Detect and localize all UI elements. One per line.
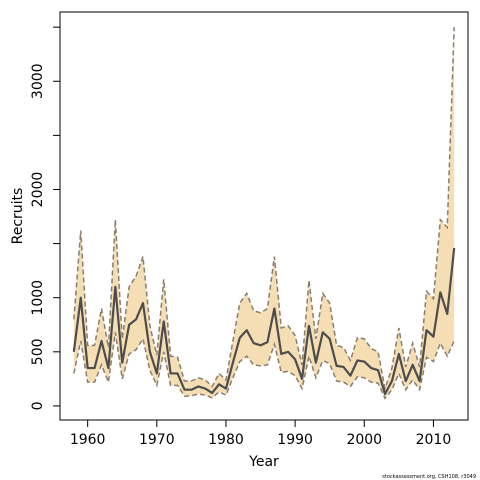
upper-bound-line [73, 27, 455, 392]
x-tick-label: 2000 [346, 432, 382, 448]
y-tick-label: 3000 [30, 63, 46, 99]
x-tick-label: 1990 [277, 432, 313, 448]
x-axis: 1960 1970 1980 1990 2000 2010 [70, 420, 451, 448]
x-tick-label: 1970 [139, 432, 175, 448]
y-axis: 0 500 1000 2000 3000 [30, 26, 60, 410]
lower-bound-line [73, 332, 455, 400]
x-tick-label: 1960 [70, 432, 106, 448]
y-tick-label: 500 [30, 338, 46, 365]
series-line-layer [72, 27, 456, 400]
y-tick-label: 2000 [30, 172, 46, 208]
footnote: stockassessment.org, CSH108, r3049 [382, 474, 476, 480]
confidence-band-layer [73, 27, 455, 399]
y-tick-label: 1000 [30, 280, 46, 316]
plot-frame [59, 11, 469, 421]
confidence-band [73, 27, 455, 399]
x-tick-label: 2010 [416, 432, 452, 448]
y-axis-title: Recruits [10, 188, 26, 245]
x-axis-title: Year [248, 454, 279, 470]
estimate-line [72, 247, 456, 396]
y-tick-label: 0 [30, 401, 46, 410]
x-tick-label: 1980 [208, 432, 244, 448]
